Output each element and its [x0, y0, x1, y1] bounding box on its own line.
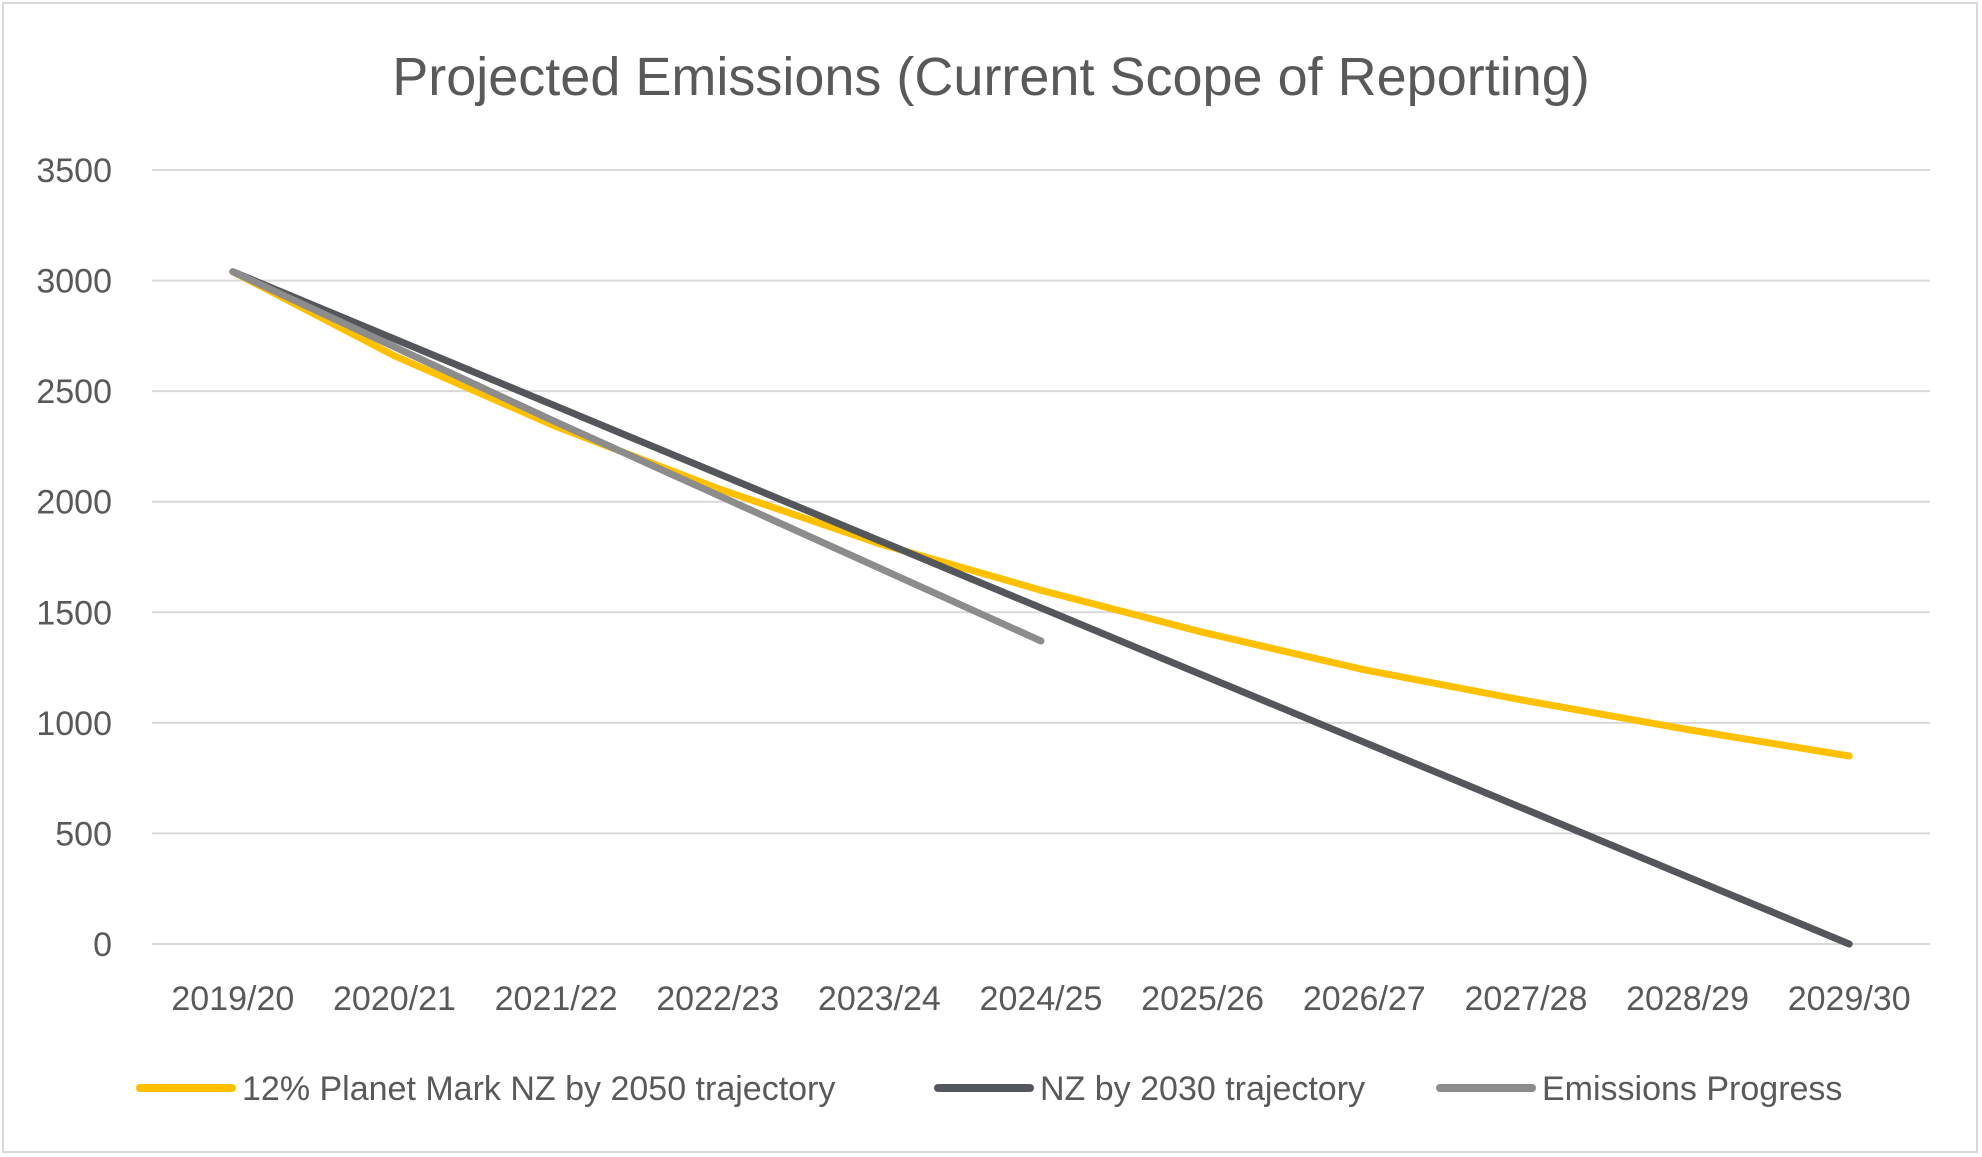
x-tick-label: 2026/27 [1303, 980, 1426, 1018]
y-tick-label: 3500 [36, 152, 112, 190]
x-tick-label: 2021/22 [495, 980, 618, 1018]
legend-label-1: 12% Planet Mark NZ by 2050 trajectory [242, 1070, 835, 1108]
y-tick-label: 500 [55, 815, 112, 853]
gridlines [152, 169, 1930, 945]
x-tick-label: 2028/29 [1626, 980, 1749, 1018]
series-lines [229, 268, 1853, 948]
x-tick-label: 2027/28 [1464, 980, 1587, 1018]
y-tick-label: 3000 [36, 263, 112, 301]
y-tick-label: 2500 [36, 373, 112, 411]
x-axis: 2019/20 2020/21 2021/22 2022/23 2023/24 2024/… [171, 980, 1910, 1018]
y-tick-label: 1000 [36, 705, 112, 743]
y-tick-label: 1500 [36, 594, 112, 632]
x-tick-label: 2019/20 [171, 980, 294, 1018]
series-line-2 [229, 268, 1853, 948]
x-tick-label: 2023/24 [818, 980, 941, 1018]
legend: 12% Planet Mark NZ by 2050 trajectory NZ … [136, 1070, 1842, 1108]
y-tick-label: 2000 [36, 484, 112, 522]
legend-label-2: NZ by 2030 trajectory [1040, 1070, 1365, 1108]
legend-label-3: Emissions Progress [1542, 1070, 1842, 1108]
x-tick-label: 2025/26 [1141, 980, 1264, 1018]
y-tick-label: 0 [93, 926, 112, 964]
y-axis: 0 500 1000 1500 2000 2500 3000 3500 [36, 152, 112, 964]
x-tick-label: 2020/21 [333, 980, 456, 1018]
series-line-1 [229, 268, 1853, 760]
series-line-3 [229, 268, 1045, 645]
x-tick-label: 2022/23 [656, 980, 779, 1018]
x-tick-label: 2024/25 [980, 980, 1103, 1018]
chart-title: Projected Emissions (Current Scope of Re… [392, 47, 1590, 107]
x-tick-label: 2029/30 [1788, 980, 1911, 1018]
